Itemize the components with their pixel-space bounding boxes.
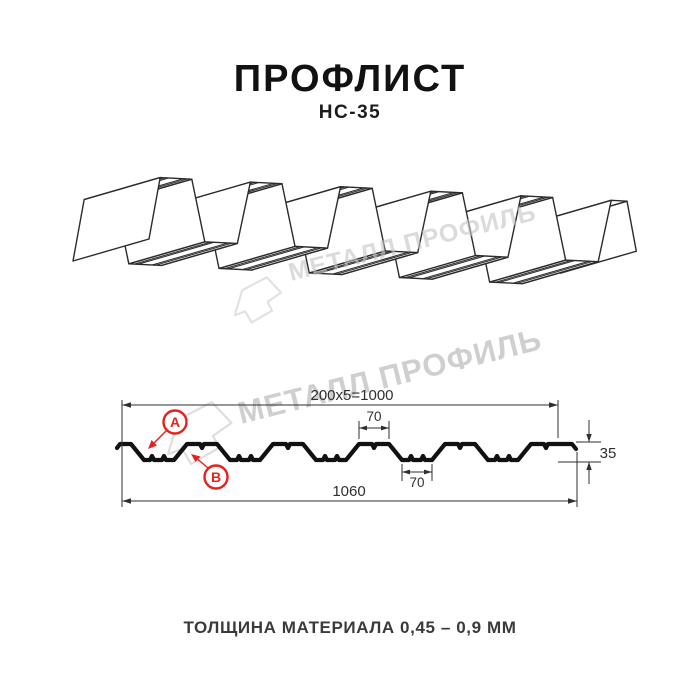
sheet-face [422, 256, 499, 280]
dim-bottom-flange-label: 70 [409, 475, 424, 490]
sheet-face [408, 255, 485, 279]
sheet-face [224, 246, 301, 270]
callout-b-circle [203, 464, 229, 490]
sheet-face [155, 242, 232, 266]
sheet-face [137, 241, 215, 265]
sheet-face [332, 251, 409, 275]
sheet-face [516, 260, 593, 284]
sheet-face [498, 260, 576, 284]
callout-a-letter: А [170, 414, 180, 430]
sheet-face [228, 246, 305, 270]
dimension-lines [121, 400, 601, 507]
sheet-face [134, 241, 211, 265]
sheet-face [242, 247, 319, 271]
profile-3d-view [72, 176, 638, 285]
sheet-face [495, 259, 572, 283]
dim-top-flange-label: 70 [366, 409, 381, 424]
page-title: ПРОФЛИСТ [233, 58, 467, 100]
sheet-face [245, 247, 323, 271]
callout-b-letter: В [211, 469, 221, 485]
cross-section-profile-line [114, 441, 579, 463]
sheet-face [72, 176, 161, 262]
dim-height-label: 35 [600, 445, 617, 462]
sheet-face [318, 250, 395, 274]
callout-a-circle [162, 409, 188, 435]
metall-profil-logo-icon [167, 401, 233, 466]
sheet-face [336, 251, 413, 275]
sheet-face [151, 242, 229, 266]
watermark-text: МЕТАЛЛ ПРОФИЛЬ [234, 321, 545, 430]
material-thickness-note: ТОЛЩИНА МАТЕРИАЛА 0,45 – 0,9 ММ [183, 618, 517, 637]
sheet-face [314, 250, 391, 274]
callout-a: А [148, 409, 188, 449]
sheet-face [404, 255, 482, 279]
dim-total-width-label: 1060 [332, 483, 365, 500]
metall-profil-logo-icon [233, 276, 283, 324]
sheet-face [512, 260, 590, 284]
profile-model-subtitle: НС-35 [318, 102, 382, 123]
callout-b: В [191, 454, 229, 490]
dimension-arrowheads [122, 402, 592, 504]
sheet-face [426, 256, 503, 280]
dim-working-width-label: 200x5=1000 [311, 387, 394, 404]
